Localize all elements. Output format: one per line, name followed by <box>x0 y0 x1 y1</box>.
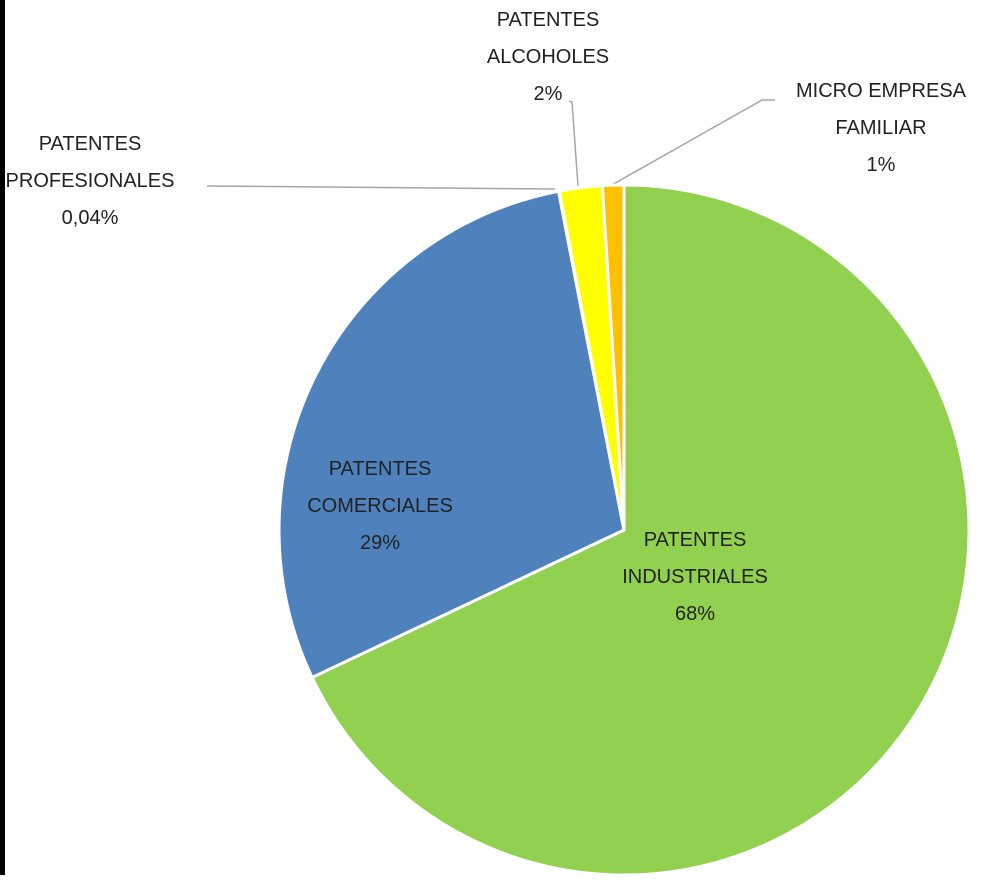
value-label: 1% <box>774 147 988 184</box>
category-label: PATENTES PROFESIONALES <box>0 126 190 200</box>
value-label: 29% <box>290 525 470 562</box>
leader-line <box>569 101 578 186</box>
category-label: PATENTES ALCOHOLES <box>458 2 638 76</box>
value-label: 68% <box>605 596 785 633</box>
category-label: PATENTES INDUSTRIALES <box>605 522 785 596</box>
leader-line <box>207 186 555 189</box>
value-label: 2% <box>458 76 638 113</box>
category-label: PATENTES COMERCIALES <box>290 451 470 525</box>
category-label: MICRO EMPRESA FAMILIAR <box>774 73 988 147</box>
value-label: 0,04% <box>0 200 190 237</box>
